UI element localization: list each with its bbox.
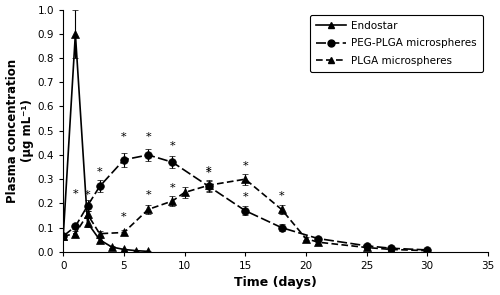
Text: *: *: [146, 190, 151, 200]
Text: *: *: [146, 132, 151, 142]
Text: *: *: [279, 191, 284, 201]
Text: *: *: [170, 141, 175, 151]
Text: *: *: [170, 183, 175, 193]
Text: *: *: [242, 192, 248, 202]
Text: *: *: [72, 189, 78, 199]
Text: *: *: [206, 165, 212, 176]
Text: *: *: [206, 168, 212, 178]
Text: *: *: [121, 212, 126, 222]
Text: *: *: [121, 132, 126, 142]
Text: *: *: [84, 190, 90, 200]
Text: *: *: [279, 210, 284, 220]
Text: *: *: [97, 167, 102, 177]
Text: *: *: [242, 161, 248, 171]
Legend: Endostar, PEG-PLGA microspheres, PLGA microspheres: Endostar, PEG-PLGA microspheres, PLGA mi…: [310, 15, 482, 72]
X-axis label: Time (days): Time (days): [234, 276, 317, 289]
Y-axis label: Plasma concentration
(μg mL⁻¹): Plasma concentration (μg mL⁻¹): [6, 59, 34, 203]
